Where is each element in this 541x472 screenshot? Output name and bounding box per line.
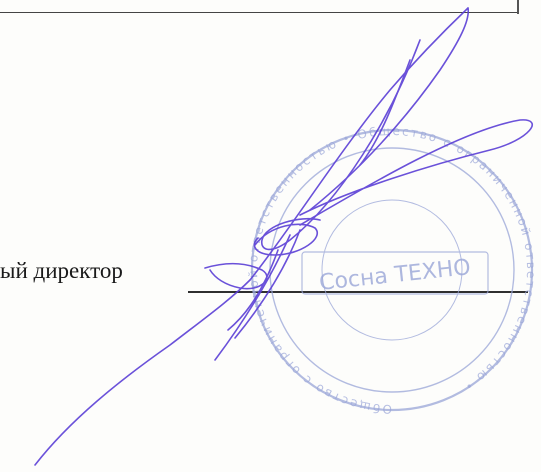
signature-line (188, 291, 528, 293)
signer-position-label: ый директор (0, 258, 123, 283)
table-cell-divider (517, 0, 519, 14)
